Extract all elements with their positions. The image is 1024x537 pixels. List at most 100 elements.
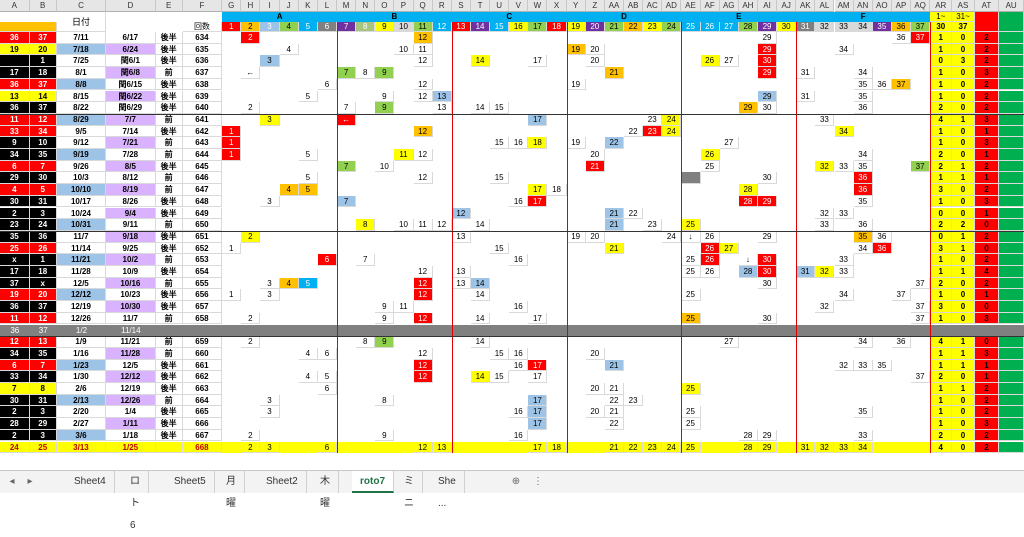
sheet-tab[interactable]: 木曜	[312, 471, 339, 509]
row-round-number[interactable]: 636	[182, 55, 223, 68]
row-date[interactable]: 12/5	[56, 277, 107, 290]
row-half-label[interactable]: 前	[155, 184, 183, 196]
number-cell[interactable]: 30	[757, 312, 778, 325]
number-cell[interactable]: 16	[509, 137, 529, 149]
number-cell[interactable]: 23	[624, 394, 644, 407]
number-cell[interactable]: 13	[451, 266, 471, 278]
row-count-as[interactable]: 3	[952, 55, 975, 68]
row-count-at[interactable]: 4	[974, 266, 1000, 278]
add-sheet-button[interactable]: ⊕	[511, 476, 521, 487]
row-count-as[interactable]: 0	[952, 371, 975, 383]
row-count-ar[interactable]: 4	[930, 113, 953, 126]
row-num-b[interactable]: 24	[29, 219, 57, 231]
number-cell[interactable]: 10	[394, 219, 414, 231]
row-lunar-date[interactable]: 10/16	[106, 277, 156, 290]
row-round-number[interactable]: 656	[182, 289, 223, 302]
row-num-b[interactable]: 35	[29, 149, 57, 161]
row-count-ar[interactable]: 3	[930, 184, 953, 196]
row-lunar-date[interactable]: 12/5	[106, 359, 156, 372]
number-cell[interactable]: 11	[413, 43, 433, 56]
number-cell[interactable]: 36	[872, 230, 892, 243]
row-half-label[interactable]: 前	[155, 277, 183, 290]
number-cell[interactable]: 24	[662, 125, 682, 138]
number-cell[interactable]: 20	[585, 406, 605, 419]
number-cell[interactable]: 19	[566, 230, 586, 243]
row-half-label[interactable]: 前	[155, 149, 183, 161]
sheet-tab[interactable]: 月曜	[218, 471, 245, 509]
row-half-label[interactable]: 後半	[155, 43, 183, 56]
number-cell[interactable]: 17	[528, 312, 548, 325]
row-round-number[interactable]: 644	[182, 149, 223, 161]
row-count-ar[interactable]: 1	[930, 254, 953, 266]
number-cell[interactable]: 15	[490, 371, 510, 383]
row-count-ar[interactable]: 0	[930, 230, 953, 243]
row-lunar-date[interactable]: 11/7	[106, 312, 156, 325]
column-header[interactable]: AG	[719, 0, 739, 12]
row-num-b[interactable]: 36	[29, 230, 57, 243]
row-date[interactable]: 11/28	[56, 266, 107, 278]
number-cell[interactable]: 29	[757, 90, 778, 103]
row-num-b[interactable]: 13	[29, 336, 57, 348]
number-cell[interactable]: 8	[356, 219, 376, 231]
row-round-number[interactable]: 634	[182, 32, 223, 44]
row-half-label[interactable]: 後半	[155, 406, 183, 419]
column-header[interactable]: T	[470, 0, 491, 12]
number-cell[interactable]: 34	[853, 149, 873, 161]
number-cell[interactable]: 1	[222, 137, 242, 149]
row-lunar-date[interactable]: 1/18	[106, 429, 156, 442]
row-count-at[interactable]: 1	[974, 289, 1000, 302]
number-cell[interactable]: 30	[757, 102, 778, 114]
row-half-label[interactable]: 前	[155, 336, 183, 348]
row-num-a[interactable]: 36	[0, 301, 30, 313]
number-cell[interactable]: 21	[604, 383, 625, 395]
number-cell[interactable]: 8	[375, 394, 395, 407]
number-cell[interactable]: 19	[566, 78, 586, 91]
number-cell[interactable]: 22	[624, 207, 644, 220]
row-half-label[interactable]: 後半	[155, 289, 183, 302]
number-cell[interactable]: 32	[815, 207, 835, 220]
number-cell[interactable]: 16	[509, 347, 529, 360]
row-round-number[interactable]: 652	[182, 242, 223, 255]
column-header[interactable]: G	[222, 0, 242, 12]
number-cell[interactable]: 10	[394, 43, 414, 56]
row-count-ar[interactable]: 1	[930, 32, 953, 44]
row-count-ar[interactable]: 0	[930, 207, 953, 220]
number-cell[interactable]: 34	[834, 289, 854, 302]
number-cell[interactable]: 30	[757, 55, 778, 68]
row-num-b[interactable]: 34	[29, 125, 57, 138]
row-num-a[interactable]: 4	[0, 184, 30, 196]
number-cell[interactable]: 37	[911, 301, 931, 313]
number-cell[interactable]: 8	[356, 336, 376, 348]
row-count-as[interactable]: 0	[952, 277, 975, 290]
row-num-b[interactable]: 20	[29, 289, 57, 302]
row-lunar-date[interactable]: 12/12	[106, 371, 156, 383]
number-cell[interactable]: 34	[834, 125, 854, 138]
row-num-b[interactable]: 8	[29, 383, 57, 395]
number-cell[interactable]: 2	[241, 32, 261, 44]
number-cell[interactable]: 10	[375, 160, 395, 173]
row-num-b[interactable]: 10	[29, 137, 57, 149]
row-num-b[interactable]: x	[29, 277, 57, 290]
row-num-a[interactable]: x	[0, 254, 30, 266]
number-cell[interactable]: 7	[337, 102, 357, 114]
row-half-label[interactable]: 後半	[155, 418, 183, 430]
number-cell[interactable]: 8	[356, 67, 376, 79]
row-half-label[interactable]: 後半	[155, 230, 183, 243]
number-cell[interactable]: 28	[738, 429, 758, 442]
column-header[interactable]: AL	[815, 0, 835, 12]
row-lunar-date[interactable]: 8/5	[106, 160, 156, 173]
number-cell[interactable]: 17	[528, 195, 548, 208]
number-cell[interactable]: 17	[528, 113, 548, 126]
row-count-ar[interactable]: 1	[930, 90, 953, 103]
row-num-b[interactable]: 30	[29, 172, 57, 185]
number-cell[interactable]: 12	[413, 441, 433, 454]
number-cell[interactable]: 7	[356, 254, 376, 266]
row-num-a[interactable]: 30	[0, 394, 30, 407]
row-count-at[interactable]: 1	[974, 371, 1000, 383]
number-cell[interactable]: 37	[911, 160, 931, 173]
column-header[interactable]: C	[56, 0, 107, 12]
number-cell[interactable]: 25	[700, 160, 720, 173]
number-cell[interactable]: 11	[394, 149, 414, 161]
row-half-label[interactable]: 後半	[155, 301, 183, 313]
row-date[interactable]: 9/5	[56, 125, 107, 138]
